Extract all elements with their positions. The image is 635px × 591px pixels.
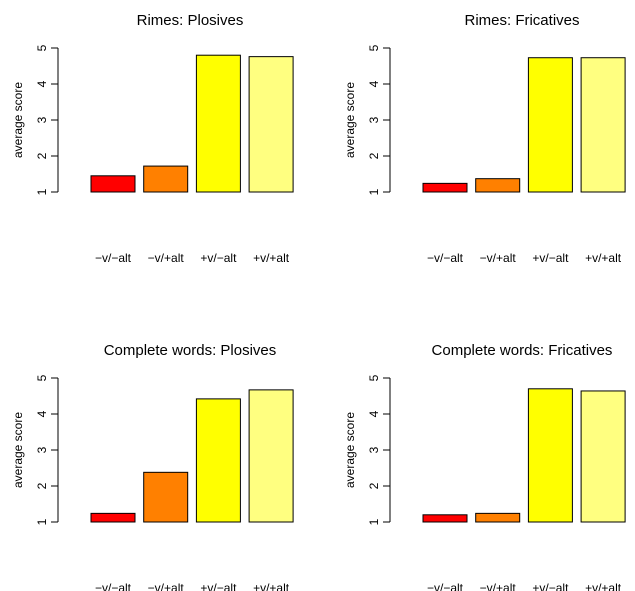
bar-1 xyxy=(422,182,468,193)
y-axis-label: average score xyxy=(343,82,357,158)
y-tick-label: 5 xyxy=(35,44,49,51)
chart-title: Complete words: Plosives xyxy=(104,342,277,359)
bar-3 xyxy=(527,57,573,193)
category-label: −v/+alt xyxy=(148,251,185,265)
category-label: +v/+alt xyxy=(253,581,290,591)
bar-1 xyxy=(90,175,136,193)
bar-3 xyxy=(527,388,573,523)
bar-2 xyxy=(475,178,521,193)
bar-4 xyxy=(580,57,626,193)
bar-4 xyxy=(248,389,294,523)
y-tick-label: 2 xyxy=(35,482,49,489)
category-label: −v/+alt xyxy=(148,581,185,591)
y-axis-label: average score xyxy=(11,412,25,488)
y-tick-label: 3 xyxy=(35,446,49,453)
bar-1 xyxy=(422,514,468,523)
y-tick-label: 1 xyxy=(367,188,381,195)
y-tick-label: 1 xyxy=(35,188,49,195)
category-label: +v/−alt xyxy=(532,581,569,591)
chart-panel-1: Rimes: Plosives average score 1 2 3 4 5 −v/−alt… xyxy=(11,12,294,265)
y-tick-label: 4 xyxy=(367,410,381,417)
category-label: +v/+alt xyxy=(585,251,622,265)
bar-3 xyxy=(195,54,241,193)
y-tick-label: 4 xyxy=(35,410,49,417)
y-tick-label: 2 xyxy=(35,152,49,159)
category-label: −v/−alt xyxy=(427,581,464,591)
category-label: −v/−alt xyxy=(95,581,132,591)
y-tick-label: 5 xyxy=(367,374,381,381)
chart-title: Rimes: Plosives xyxy=(137,12,244,29)
category-label: +v/−alt xyxy=(200,581,237,591)
bar-2 xyxy=(143,165,189,193)
y-tick-label: 4 xyxy=(35,80,49,87)
bar-4 xyxy=(580,390,626,523)
category-label: +v/−alt xyxy=(532,251,569,265)
category-label: −v/−alt xyxy=(427,251,464,265)
y-tick-label: 1 xyxy=(35,518,49,525)
y-tick-label: 2 xyxy=(367,482,381,489)
chart-panel-2: Rimes: Fricatives average score 1 2 3 4 5 −v/−a… xyxy=(343,12,626,265)
y-tick-label: 5 xyxy=(35,374,49,381)
y-axis-label: average score xyxy=(343,412,357,488)
chart-panel-4: Complete words: Fricatives average score 1… xyxy=(343,342,626,591)
category-label: +v/+alt xyxy=(253,251,290,265)
bar-1 xyxy=(90,512,136,523)
y-tick-label: 5 xyxy=(367,44,381,51)
y-axis-label: average score xyxy=(11,82,25,158)
y-tick-label: 3 xyxy=(35,116,49,123)
category-label: +v/+alt xyxy=(585,581,622,591)
chart-panel-3: Complete words: Plosives average score 1 2 3… xyxy=(11,342,294,591)
bar-4 xyxy=(248,56,294,193)
category-label: −v/+alt xyxy=(480,251,517,265)
chart-title: Complete words: Fricatives xyxy=(432,342,613,359)
bar-3 xyxy=(195,398,241,523)
chart-title: Rimes: Fricatives xyxy=(464,12,579,29)
bar-2 xyxy=(475,512,521,523)
category-label: −v/−alt xyxy=(95,251,132,265)
y-tick-label: 2 xyxy=(367,152,381,159)
y-tick-label: 3 xyxy=(367,116,381,123)
category-label: −v/+alt xyxy=(480,581,517,591)
y-tick-label: 4 xyxy=(367,80,381,87)
category-label: +v/−alt xyxy=(200,251,237,265)
bar-2 xyxy=(143,471,189,523)
y-tick-label: 3 xyxy=(367,446,381,453)
y-tick-label: 1 xyxy=(367,518,381,525)
